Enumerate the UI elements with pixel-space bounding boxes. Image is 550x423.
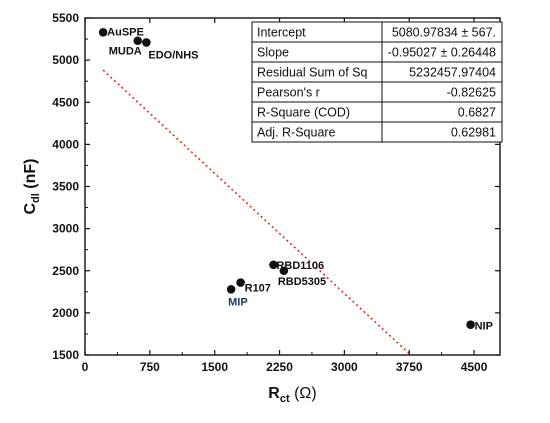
y-tick-label: 5500: [52, 11, 79, 25]
x-tick-label: 0: [82, 360, 89, 374]
data-point: [142, 38, 151, 47]
y-tick-label: 2000: [52, 306, 79, 320]
stats-table-label: Adj. R-Square: [257, 126, 336, 140]
stats-table-label: Intercept: [257, 26, 306, 40]
stats-table-label: Pearson's r: [257, 86, 320, 100]
data-point-label: RBD1106: [276, 260, 324, 272]
y-tick-label: 3000: [52, 222, 79, 236]
data-point-label: MIP: [228, 296, 248, 308]
stats-table-value: -0.95027 ± 0.26448: [388, 46, 496, 60]
stats-table-label: Slope: [257, 46, 289, 60]
data-point-label: R107: [245, 283, 271, 295]
data-point: [236, 278, 245, 287]
data-point: [98, 28, 108, 37]
y-tick-label: 4000: [52, 137, 79, 151]
data-point-label: NIP: [475, 321, 493, 333]
stats-table-value: -0.82625: [447, 86, 496, 100]
y-tick-label: 3500: [52, 180, 79, 194]
stats-table-value: 5232457.97404: [409, 66, 496, 80]
axes-layer: 0 750 1500 2250 3000 3750 4500 1500 2000 2500 3000…: [52, 11, 500, 374]
stats-table-value: 5080.97834 ± 567.: [392, 26, 496, 40]
x-tick-label: 2250: [266, 360, 293, 374]
x-tick-label: 1500: [201, 360, 228, 374]
data-point: [226, 284, 236, 294]
x-tick-label: 750: [140, 360, 160, 374]
x-tick-label: 3750: [396, 360, 423, 374]
x-tick-label: 4500: [461, 360, 488, 374]
y-tick-label: 4500: [52, 95, 79, 109]
stats-table-label: R-Square (COD): [257, 106, 350, 120]
y-tick-label: 1500: [52, 348, 79, 362]
y-axis-title: Cdl (nF): [22, 159, 42, 215]
data-point-label: MUDA: [109, 46, 142, 58]
data-point: [269, 260, 278, 270]
data-point-label: EDO/NHS: [148, 49, 198, 61]
stats-table-value: 0.6827: [458, 106, 496, 120]
data-point: [466, 320, 475, 329]
data-point: [279, 266, 289, 276]
stats-table-label: Residual Sum of Sq: [257, 66, 368, 80]
data-point-label: AuSPE: [107, 26, 144, 38]
data-point: [133, 36, 143, 46]
y-tick-label: 2500: [52, 264, 79, 278]
data-point-label: RBD5305: [278, 276, 326, 288]
x-axis-title: Rct (Ω): [268, 385, 316, 405]
fit-statistics-table: Intercept 5080.97834 ± 567. Slope -0.95027 …: [251, 21, 503, 143]
stats-table-value: 0.62981: [451, 126, 496, 140]
x-tick-label: 3000: [331, 360, 358, 374]
axis-titles: Rct (Ω) Cdl (nF): [22, 159, 317, 406]
y-tick-label: 5000: [52, 53, 79, 67]
